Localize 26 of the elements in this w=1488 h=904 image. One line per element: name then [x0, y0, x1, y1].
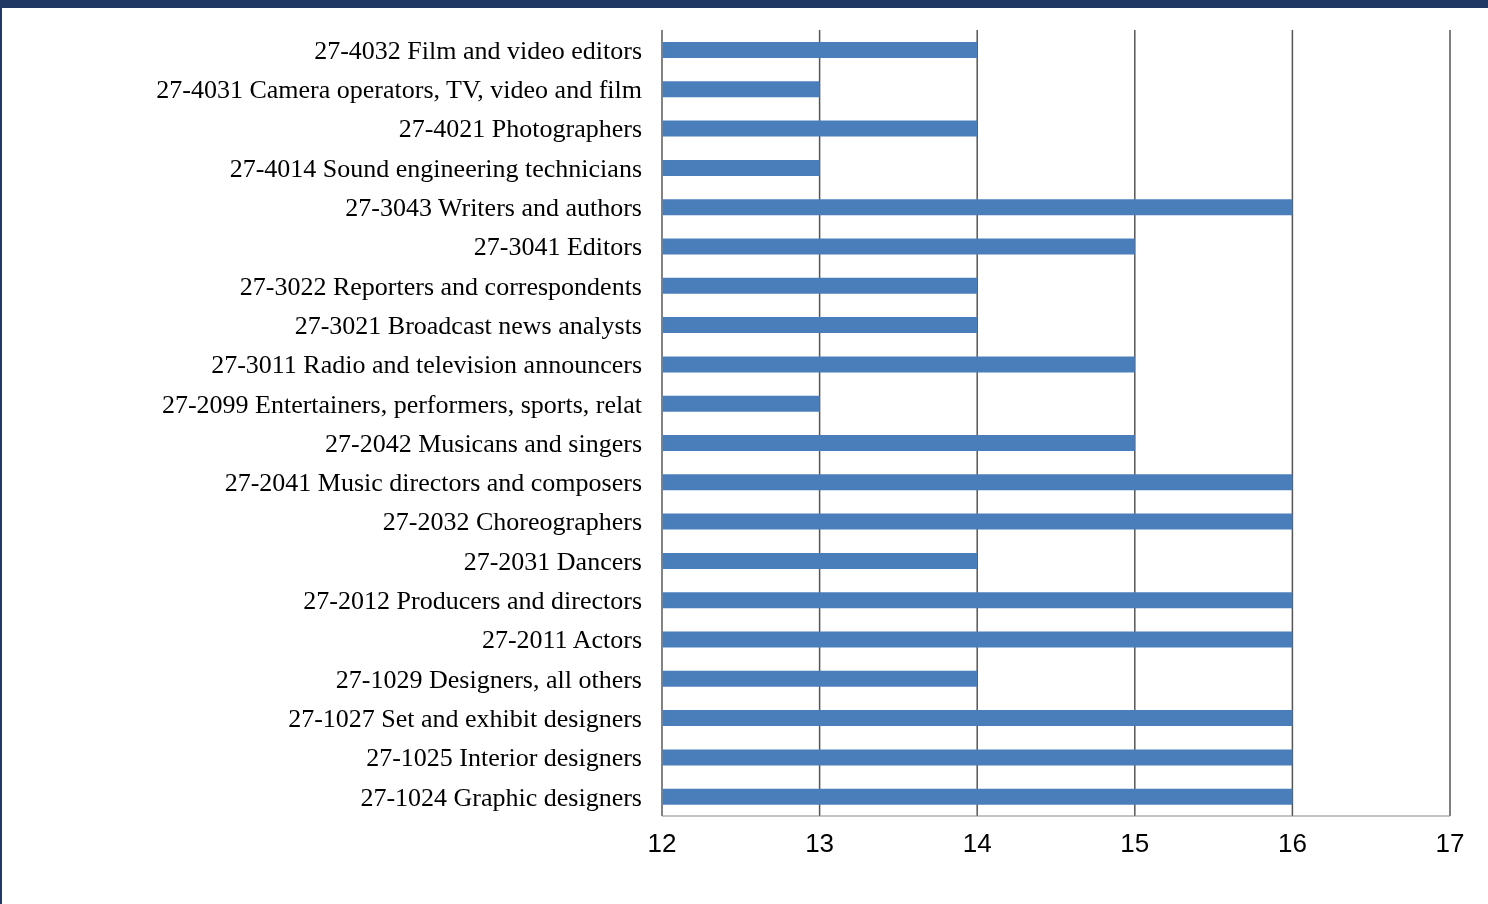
- y-tick-label: 27-3011 Radio and television announcers: [211, 350, 642, 380]
- x-tick-label: 12: [647, 828, 677, 859]
- y-tick-label: 27-4032 Film and video editors: [314, 35, 642, 65]
- y-tick-label: 27-2032 Choreographers: [382, 507, 642, 537]
- y-tick-label: 27-1024 Graphic designers: [360, 782, 642, 812]
- x-tick-label: 16: [1277, 828, 1307, 859]
- y-tick-label: 27-4021 Photographers: [398, 114, 642, 144]
- y-tick-label: 27-3041 Editors: [473, 232, 642, 262]
- y-tick-label: 27-1025 Interior designers: [366, 743, 642, 773]
- y-tick-label: 27-3021 Broadcast news analysts: [294, 310, 642, 340]
- y-tick-label: 27-3043 Writers and authors: [345, 193, 642, 223]
- x-tick-label: 14: [962, 828, 992, 859]
- y-tick-label: 27-2041 Music directors and composers: [224, 468, 642, 498]
- y-tick-label: 27-2099 Entertainers, performers, sports, relat: [161, 389, 643, 419]
- y-tick-label: 27-3022 Reporters and correspondents: [239, 271, 642, 301]
- y-tick-label: 27-2042 Musicans and singers: [324, 428, 642, 458]
- x-tick-label: 15: [1120, 828, 1150, 859]
- y-tick-label: 27-1027 Set and exhibit designers: [288, 703, 642, 733]
- x-tick-label: 17: [1435, 828, 1465, 859]
- y-tick-label: 27-2012 Producers and directors: [303, 586, 642, 616]
- y-tick-label: 27-2011 Actors: [481, 625, 642, 655]
- y-tick-label: 27-2031 Dancers: [463, 546, 642, 576]
- y-tick-label: 27-4014 Sound engineering technicians: [229, 153, 642, 183]
- x-tick-label: 13: [805, 828, 835, 859]
- y-tick-label: 27-4031 Camera operators, TV, video and film: [156, 75, 642, 105]
- y-tick-label: 27-1029 Designers, all others: [335, 664, 642, 694]
